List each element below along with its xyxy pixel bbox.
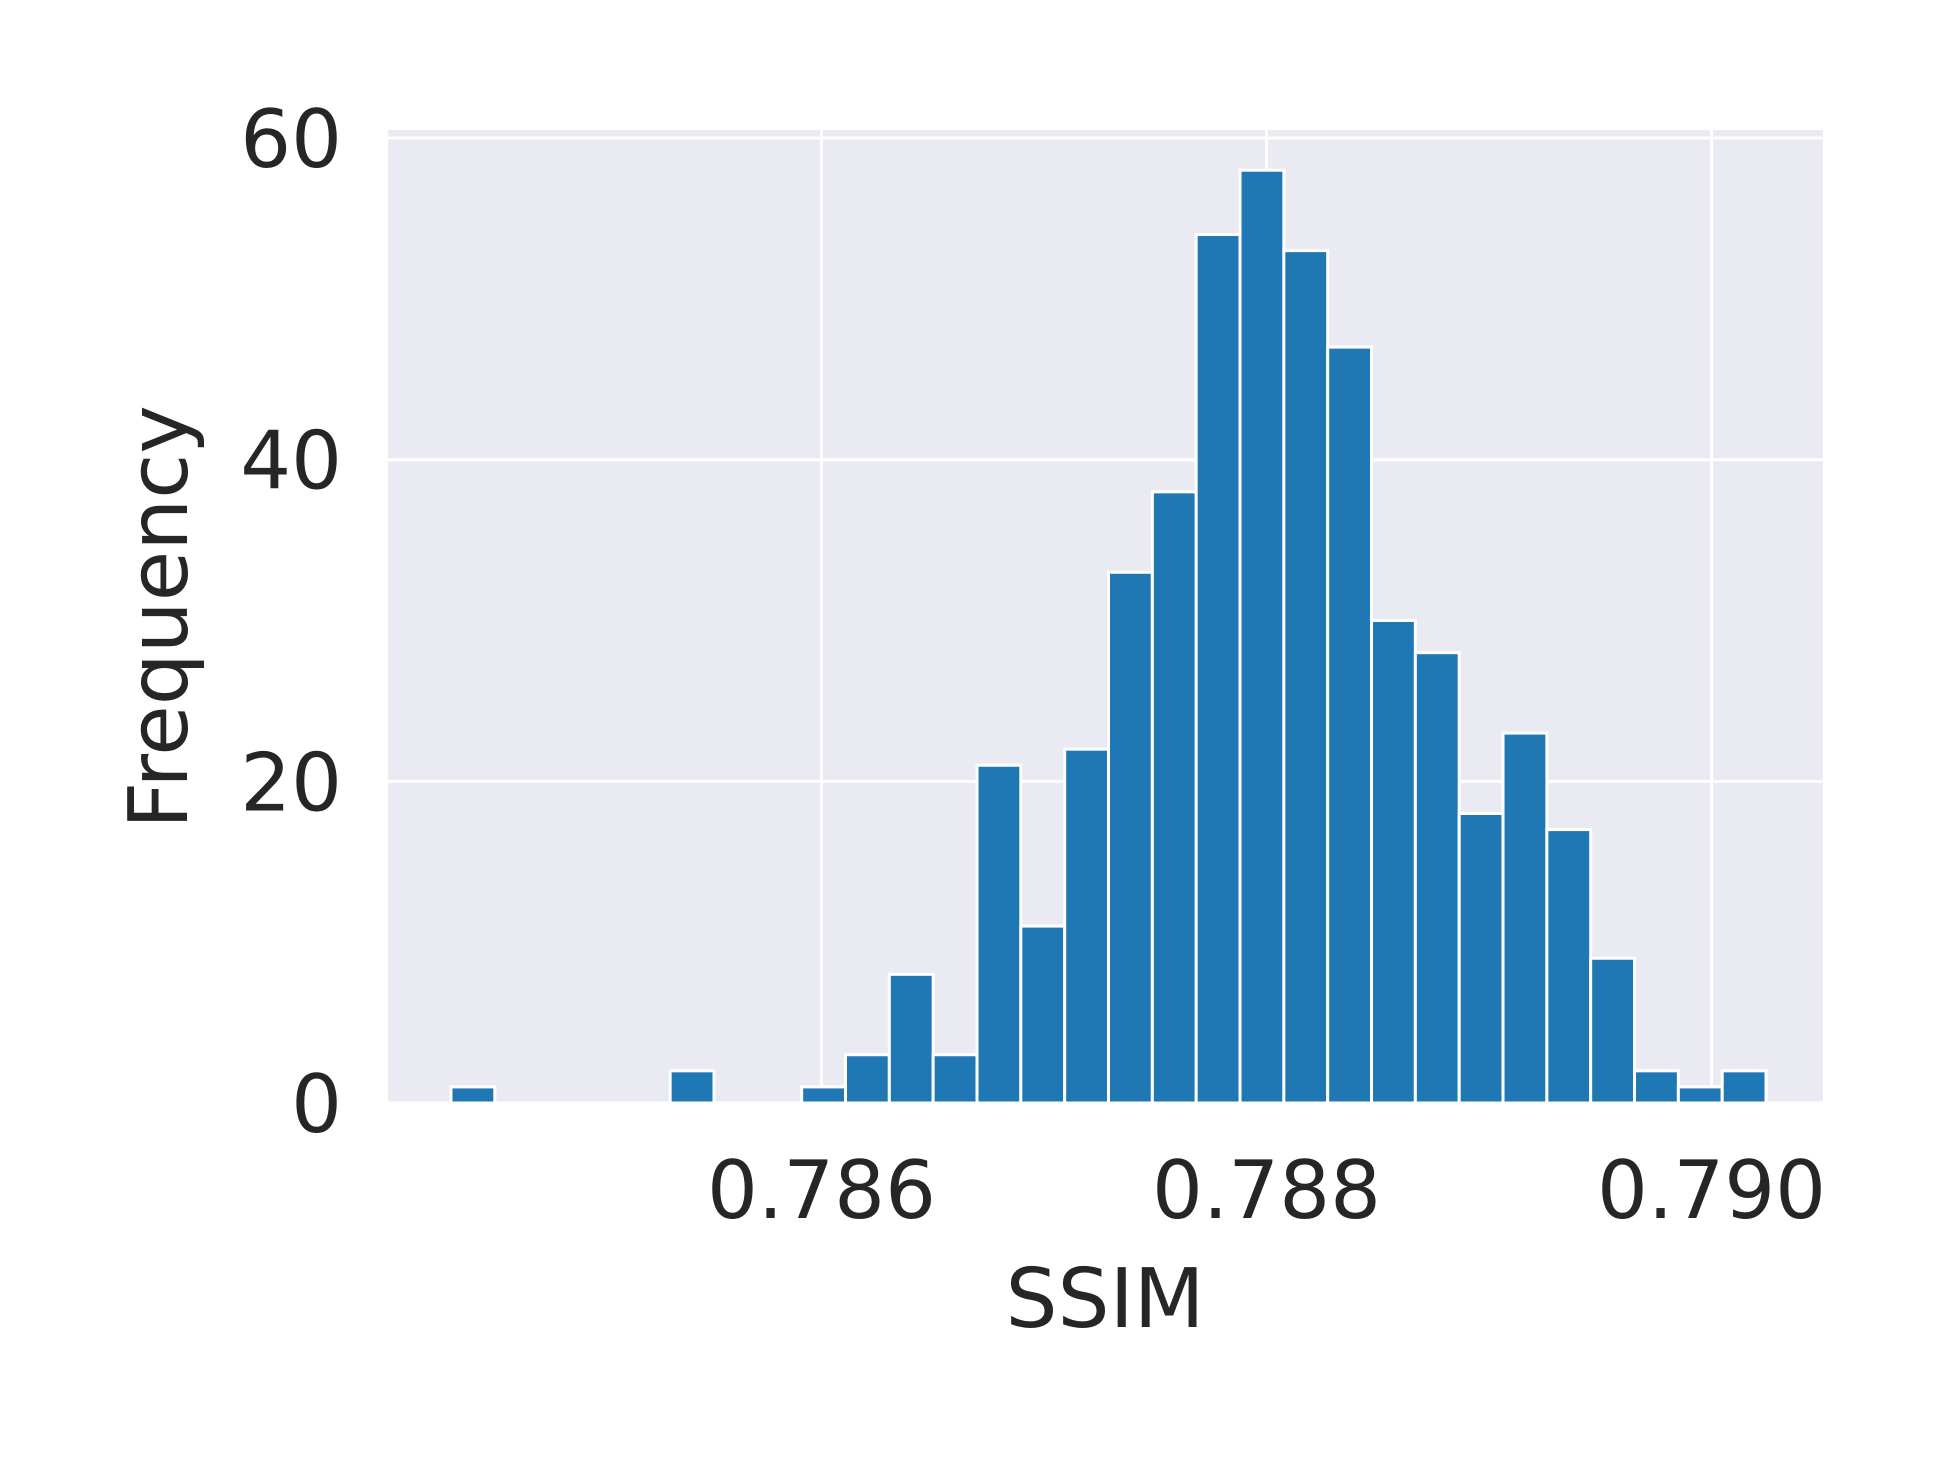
y-tick-label: 60 <box>240 93 342 186</box>
x-tick-label: 0.788 <box>1152 1144 1381 1237</box>
histogram-bar <box>1370 619 1417 1105</box>
y-tick-label: 0 <box>291 1058 342 1151</box>
histogram-bar <box>668 1069 716 1105</box>
y-tick-label: 20 <box>240 736 342 829</box>
histogram-bar <box>975 763 1023 1105</box>
histogram-bar <box>1063 747 1111 1105</box>
histogram-bar <box>887 972 935 1105</box>
histogram-bar <box>1326 345 1374 1105</box>
histogram-bar <box>1107 570 1154 1105</box>
x-tick-label: 0.790 <box>1597 1144 1826 1237</box>
y-tick-label: 40 <box>240 415 342 508</box>
x-tick-label: 0.786 <box>707 1144 936 1237</box>
histogram-bar <box>1589 956 1637 1105</box>
histogram-bar <box>1150 490 1198 1105</box>
histogram-bar <box>931 1053 979 1105</box>
histogram-bar <box>1676 1085 1724 1105</box>
histogram-bar <box>1457 812 1505 1105</box>
histogram-bar <box>1633 1069 1680 1105</box>
histogram-bar <box>1194 233 1242 1105</box>
histogram-bar <box>1720 1069 1768 1105</box>
histogram-bars <box>449 168 1768 1105</box>
x-axis-label: SSIM <box>1005 1252 1204 1347</box>
histogram-bar <box>1413 651 1461 1105</box>
histogram-bar <box>843 1053 891 1105</box>
histogram-bar <box>1282 249 1330 1105</box>
y-tick-labels: 0 20 40 60 <box>240 93 342 1151</box>
histogram-bar <box>800 1085 847 1105</box>
histogram-bar <box>1545 828 1593 1105</box>
histogram-bar <box>1238 168 1286 1105</box>
y-axis-label: Frequency <box>112 405 207 829</box>
histogram-bar <box>1019 924 1067 1105</box>
x-tick-labels: 0.786 0.788 0.790 <box>707 1144 1826 1237</box>
histogram-bar <box>449 1085 497 1105</box>
histogram-bar <box>1501 731 1549 1105</box>
